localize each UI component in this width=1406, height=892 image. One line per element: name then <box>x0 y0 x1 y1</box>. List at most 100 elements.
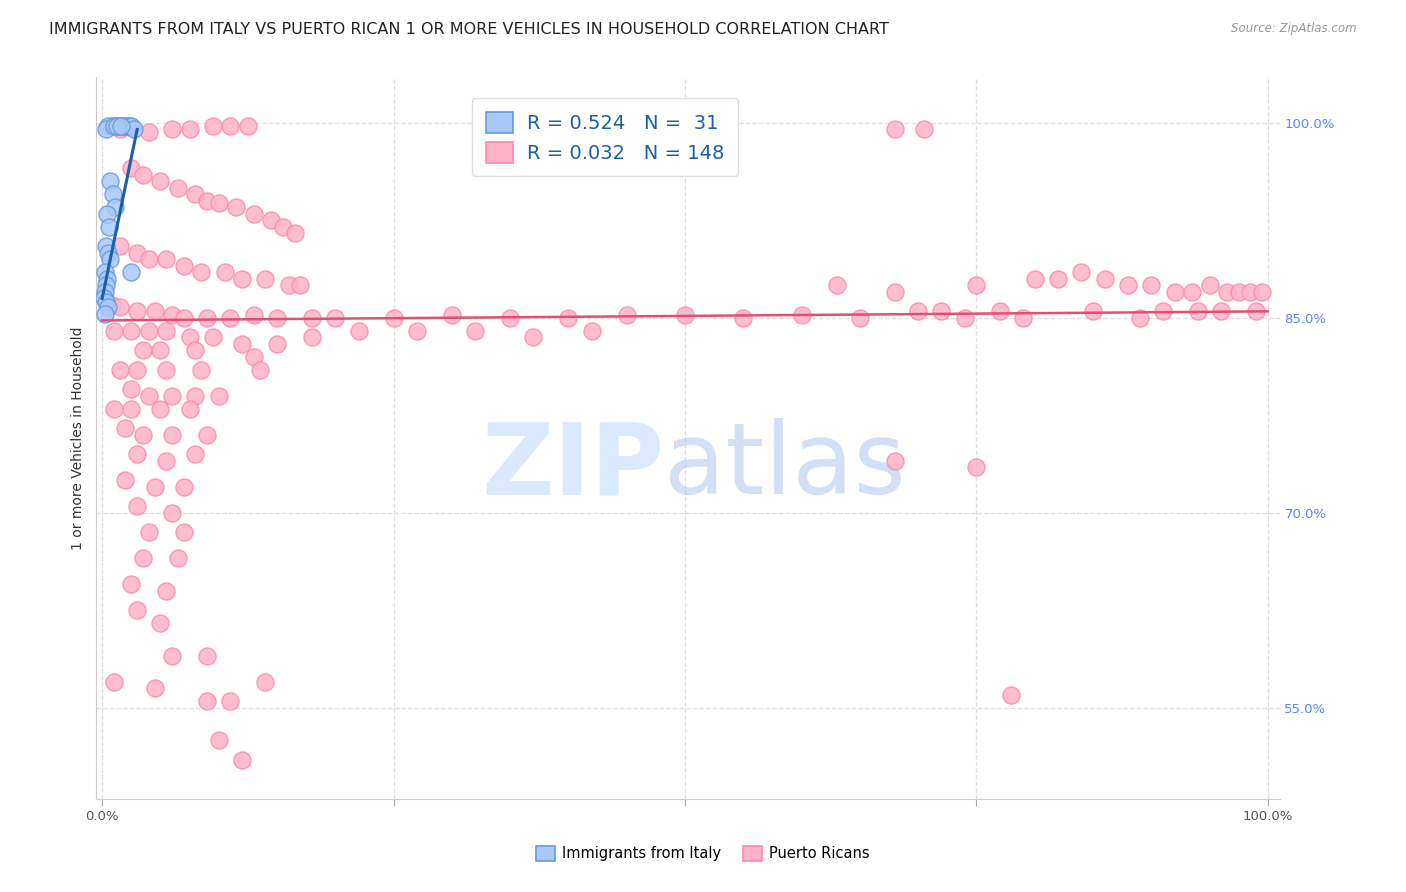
Y-axis label: 1 or more Vehicles in Household: 1 or more Vehicles in Household <box>72 326 86 549</box>
Point <box>122 122 145 136</box>
Point <box>195 694 218 708</box>
Point <box>127 245 149 260</box>
Point <box>127 500 149 514</box>
Point <box>127 363 149 377</box>
Point <box>953 310 976 325</box>
Point <box>118 119 141 133</box>
Point <box>120 577 142 591</box>
Point <box>114 473 136 487</box>
Point <box>323 310 346 325</box>
Point <box>132 168 155 182</box>
Point <box>406 324 429 338</box>
Point <box>179 122 201 136</box>
Point <box>160 506 183 520</box>
Point <box>236 119 259 133</box>
Point <box>225 201 247 215</box>
Point <box>94 122 117 136</box>
Point <box>1163 285 1185 299</box>
Point <box>105 119 128 133</box>
Text: atlas: atlas <box>664 418 905 516</box>
Point <box>160 427 183 442</box>
Point <box>138 324 160 338</box>
Point <box>195 427 218 442</box>
Point <box>190 265 212 279</box>
Point <box>132 551 155 566</box>
Point <box>208 196 231 211</box>
Point <box>616 308 638 322</box>
Point <box>108 122 131 136</box>
Point <box>160 648 183 663</box>
Point <box>988 304 1011 318</box>
Point <box>93 285 115 299</box>
Point <box>179 401 201 416</box>
Point <box>825 278 848 293</box>
Point <box>931 304 953 318</box>
Point <box>214 265 236 279</box>
Point <box>155 454 177 468</box>
Point <box>104 201 127 215</box>
Point <box>149 401 172 416</box>
Point <box>283 227 305 241</box>
Point <box>522 330 544 344</box>
Point <box>115 119 138 133</box>
Point <box>155 583 177 598</box>
Point <box>242 350 264 364</box>
Point <box>242 207 264 221</box>
Point <box>173 310 195 325</box>
Point <box>103 674 125 689</box>
Point <box>149 616 172 631</box>
Point <box>173 525 195 540</box>
Point <box>912 122 935 136</box>
Point <box>883 122 905 136</box>
Point <box>120 161 142 176</box>
Point <box>907 304 929 318</box>
Point <box>127 603 149 617</box>
Point <box>143 681 166 696</box>
Point <box>108 119 131 133</box>
Point <box>1000 688 1022 702</box>
Point <box>120 119 142 133</box>
Point <box>1211 304 1233 318</box>
Point <box>173 480 195 494</box>
Point <box>464 324 486 338</box>
Point <box>96 207 118 221</box>
Point <box>160 122 183 136</box>
Point <box>1198 278 1220 293</box>
Point <box>219 119 242 133</box>
Point <box>1024 272 1046 286</box>
Point <box>231 336 253 351</box>
Point <box>149 343 172 358</box>
Point <box>127 304 149 318</box>
Point <box>108 239 131 253</box>
Point <box>260 213 283 227</box>
Point <box>184 389 207 403</box>
Point <box>1047 272 1070 286</box>
Point <box>97 301 120 315</box>
Point <box>101 187 124 202</box>
Point <box>167 181 190 195</box>
Point <box>1129 310 1152 325</box>
Point <box>108 301 131 315</box>
Point <box>190 363 212 377</box>
Point <box>733 310 755 325</box>
Text: ZIP: ZIP <box>481 418 664 516</box>
Point <box>883 285 905 299</box>
Point <box>195 194 218 208</box>
Point <box>103 324 125 338</box>
Point <box>160 308 183 322</box>
Point <box>98 219 121 234</box>
Point <box>195 310 218 325</box>
Point <box>167 551 190 566</box>
Point <box>231 753 253 767</box>
Point <box>93 291 115 305</box>
Point <box>1116 278 1139 293</box>
Point <box>965 460 987 475</box>
Text: IMMIGRANTS FROM ITALY VS PUERTO RICAN 1 OR MORE VEHICLES IN HOUSEHOLD CORRELATIO: IMMIGRANTS FROM ITALY VS PUERTO RICAN 1 … <box>49 22 889 37</box>
Point <box>138 125 160 139</box>
Point <box>108 363 131 377</box>
Point <box>184 447 207 461</box>
Point <box>1012 310 1035 325</box>
Point <box>208 733 231 747</box>
Point <box>1216 285 1239 299</box>
Point <box>94 278 117 293</box>
